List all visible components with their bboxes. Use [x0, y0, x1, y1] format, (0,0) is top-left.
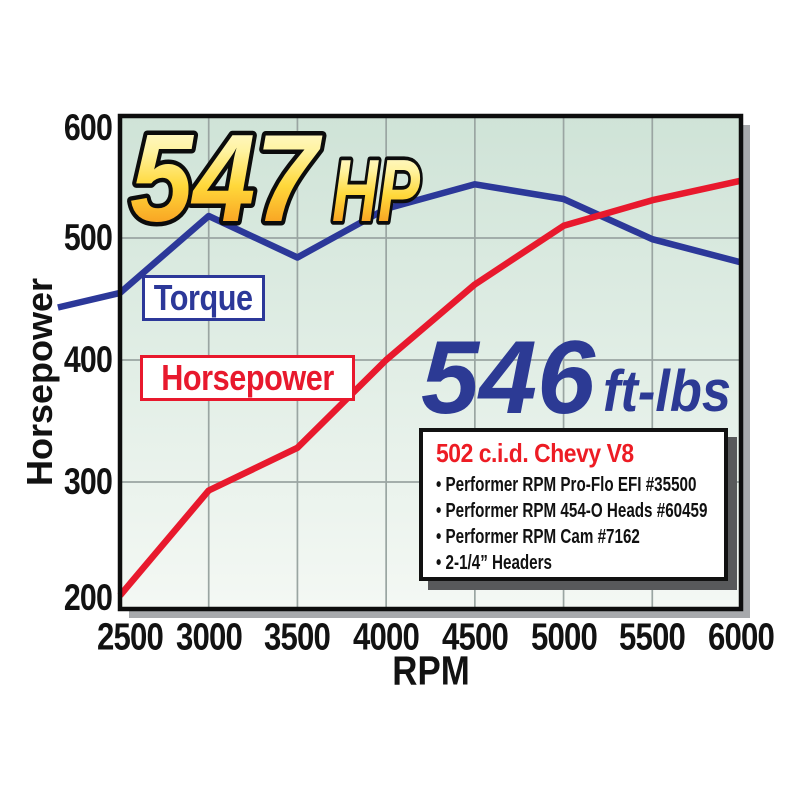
engine-part-item-2: Performer RPM 454-O Heads #60459: [436, 498, 708, 524]
horsepower-label-box: Horsepower: [140, 355, 355, 401]
peak-hp-unit: HP: [332, 141, 420, 240]
x-tick-5000: 5000: [530, 616, 598, 659]
y-tick-300: 300: [63, 461, 113, 502]
series-line-horsepower: [117, 177, 742, 598]
engine-parts-list: Performer RPM Pro-Flo EFI #35500Performe…: [436, 472, 724, 576]
torque-label: Torque: [154, 277, 253, 318]
x-tick-2500: 2500: [96, 616, 164, 659]
peak-hp-value: 547: [130, 110, 323, 248]
peak-torque-unit: ft-lbs: [603, 359, 731, 424]
peak-torque-value: 546: [421, 320, 596, 436]
x-tick-3000: 3000: [175, 616, 243, 659]
y-tick-400: 400: [63, 339, 113, 380]
series-lines: [57, 177, 742, 598]
horsepower-label: Horsepower: [161, 357, 334, 398]
y-tick-200: 200: [63, 577, 113, 618]
engine-part-item-4: 2-1/4” Headers: [436, 550, 655, 576]
torque-label-box: Torque: [142, 275, 265, 321]
engine-info-box: 502 c.i.d. Chevy V8 Performer RPM Pro-Fl…: [419, 428, 728, 581]
x-tick-5500: 5500: [619, 616, 686, 659]
x-tick-3500: 3500: [264, 616, 331, 659]
engine-part-item-1: Performer RPM Pro-Flo EFI #35500: [436, 472, 697, 498]
y-tick-500: 500: [63, 217, 113, 258]
y-axis-title: Horsepower: [19, 277, 60, 487]
x-axis-title: RPM: [392, 647, 470, 694]
x-tick-4000: 4000: [353, 616, 420, 659]
engine-title: 502 c.i.d. Chevy V8: [436, 438, 634, 468]
engine-part-item-3: Performer RPM Cam #7162: [436, 524, 655, 550]
y-tick-600: 600: [63, 107, 113, 148]
x-tick-4500: 4500: [441, 616, 509, 659]
x-tick-6000: 6000: [707, 616, 775, 659]
series-line-torque: [57, 181, 742, 311]
plot-border: [117, 113, 744, 612]
